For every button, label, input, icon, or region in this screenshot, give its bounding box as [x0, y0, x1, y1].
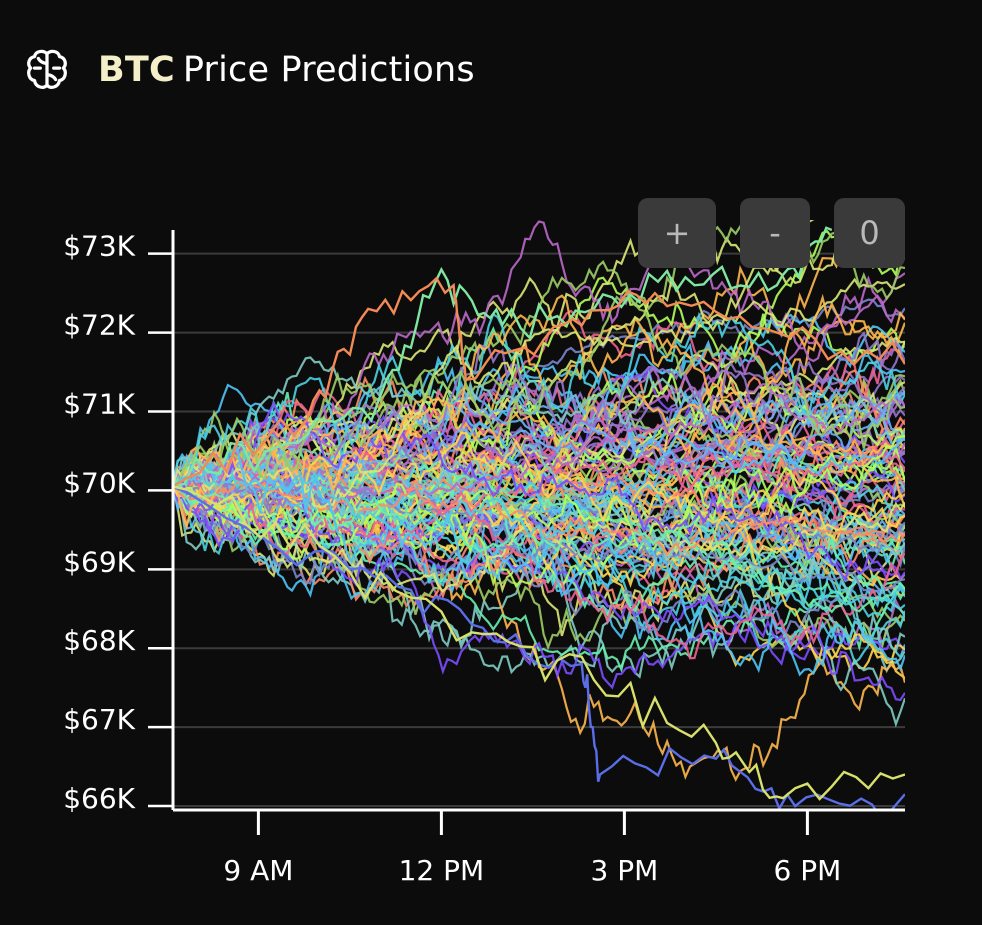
x-tick-label: 12 PM — [399, 854, 485, 887]
prediction-path — [173, 391, 905, 503]
prediction-path — [173, 336, 905, 518]
y-tick-label: $66K — [63, 782, 135, 815]
x-tick-label: 9 AM — [223, 854, 293, 887]
prediction-path — [173, 476, 905, 614]
y-tick-label: $68K — [63, 624, 135, 657]
prediction-path-high-green — [173, 226, 833, 488]
y-tick-label: $70K — [63, 466, 135, 499]
prediction-path — [173, 276, 905, 502]
y-tick-label: $71K — [63, 387, 135, 420]
prediction-path — [173, 478, 905, 557]
prediction-path — [173, 293, 905, 531]
y-tick-label: $67K — [63, 703, 135, 736]
x-tick-label: 3 PM — [591, 854, 659, 887]
y-tick-label: $73K — [63, 230, 135, 263]
prediction-path — [173, 470, 905, 610]
ticker-label: BTC — [98, 50, 175, 90]
prediction-path — [173, 311, 905, 487]
prediction-path — [173, 435, 905, 560]
prediction-path-high-orange — [173, 276, 905, 488]
page-title: BTC Price Predictions — [98, 50, 475, 90]
prediction-path — [173, 388, 905, 500]
prediction-path — [173, 414, 905, 666]
prediction-path — [173, 400, 905, 583]
header: BTC Price Predictions — [24, 44, 475, 96]
prediction-path — [173, 434, 905, 514]
y-tick-label: $69K — [63, 545, 135, 578]
reset-zoom-button[interactable]: 0 — [834, 198, 905, 268]
zoom-in-button[interactable]: + — [638, 198, 716, 268]
x-tick-label: 6 PM — [774, 854, 842, 887]
prediction-path-low-yellow — [173, 485, 905, 801]
prediction-path — [173, 445, 905, 562]
prediction-path — [173, 295, 905, 489]
prediction-path — [173, 466, 905, 642]
prediction-paths — [173, 220, 905, 810]
prediction-path — [173, 373, 905, 494]
prediction-path — [173, 445, 905, 677]
zoom-out-button[interactable]: - — [740, 198, 810, 268]
prediction-path — [173, 480, 905, 594]
y-tick-label: $72K — [63, 309, 135, 342]
prediction-path — [173, 356, 905, 506]
prediction-path-low-blue — [173, 485, 905, 810]
title-label: Price Predictions — [182, 50, 475, 90]
brain-icon — [27, 49, 67, 89]
